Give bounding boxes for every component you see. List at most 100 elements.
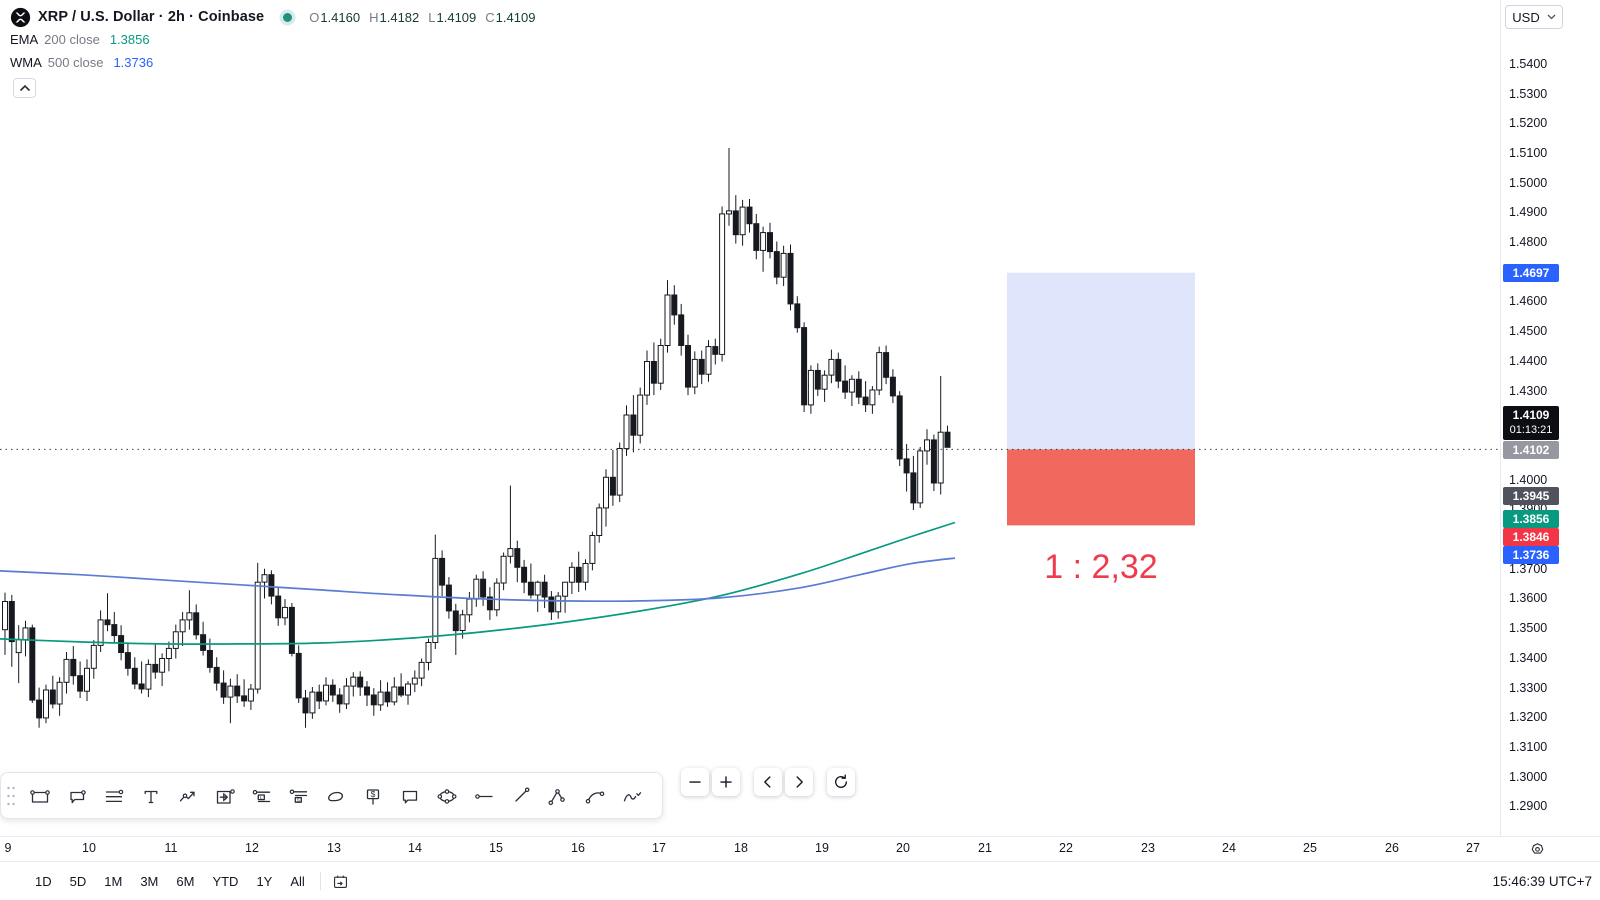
tool-long-position[interactable]: L (243, 777, 280, 815)
svg-text:S: S (296, 797, 299, 802)
ema-200-line (0, 521, 956, 645)
range-button-1d[interactable]: 1D (35, 873, 52, 889)
target-price-label: 1.4697 (1503, 264, 1559, 282)
clock[interactable]: 15:46:39 UTC+7 (1492, 873, 1592, 889)
time-tick: 14 (408, 841, 422, 855)
price-tick: 1.5300 (1509, 87, 1548, 101)
price-tick: 1.3400 (1509, 651, 1548, 665)
range-button-3m[interactable]: 3M (140, 873, 159, 889)
price-tick: 1.2900 (1509, 799, 1548, 813)
tool-rounded-shape[interactable] (317, 777, 354, 815)
price-tick: 1.4400 (1509, 354, 1548, 368)
zoom-in-button[interactable] (712, 768, 740, 796)
range-button-6m[interactable]: 6M (176, 873, 195, 889)
axis-settings-icon[interactable] (1528, 840, 1547, 859)
tool-comment[interactable] (391, 777, 428, 815)
market-status-dot[interactable] (283, 12, 293, 22)
range-button-1m[interactable]: 1M (104, 873, 123, 889)
price-label-icon: $ (366, 789, 379, 805)
go-to-date-button[interactable] (329, 869, 353, 893)
drag-dots-icon (7, 786, 15, 805)
range-button-1y[interactable]: 1Y (256, 873, 273, 889)
tool-brush[interactable] (613, 777, 650, 815)
date-range-buttons: 1D 5D 1M 3M 6M YTD 1Y All (0, 871, 312, 892)
time-tick: 26 (1385, 841, 1399, 855)
tool-ellipse[interactable] (428, 777, 465, 815)
scroll-left-icon (764, 776, 771, 788)
level-price-label: 1.3945 (1503, 487, 1559, 505)
scroll-right-button[interactable] (785, 768, 813, 796)
ohlc-values: O1.4160 H1.4182 L1.4109 C1.4109 (309, 9, 536, 25)
price-tick: 1.4900 (1509, 205, 1548, 219)
horizontal-ray-icon (474, 793, 493, 799)
tool-polyline-arrow[interactable] (169, 777, 206, 815)
tool-short-position[interactable]: S (280, 777, 317, 815)
close-value: 1.4109 (495, 9, 536, 25)
time-tick: 15 (489, 841, 503, 855)
symbol-title[interactable]: XRP / U.S. Dollar · 2h · Coinbase (38, 9, 265, 25)
wma-value: 1.3736 (113, 55, 154, 70)
brush-icon (623, 791, 641, 801)
tool-fib-retracement[interactable] (95, 777, 132, 815)
indicator-row-ema[interactable]: EMA 200 close 1.3856 (10, 32, 150, 47)
tool-price-label[interactable]: $ (354, 777, 391, 815)
price-tick: 1.3100 (1509, 740, 1548, 754)
price-tick: 1.5400 (1509, 57, 1548, 71)
time-tick: 21 (978, 841, 992, 855)
currency-selector-button[interactable]: USD (1505, 5, 1563, 29)
tool-text[interactable] (132, 777, 169, 815)
text-icon (144, 790, 157, 803)
tool-trend-line[interactable] (502, 777, 539, 815)
ema-price-label: 1.3856 (1503, 510, 1559, 528)
profit-zone (1007, 272, 1195, 450)
price-tick: 1.4000 (1509, 473, 1548, 487)
chart-legend: XRP / U.S. Dollar · 2h · Coinbase O1.416… (10, 6, 536, 98)
ellipse-icon (437, 788, 457, 804)
time-tick: 12 (245, 841, 259, 855)
chart-pane[interactable]: 1 : 2,32 XRP / U.S. Dollar · 2h · Coinba… (0, 0, 1500, 836)
price-tick: 1.5000 (1509, 176, 1548, 190)
loss-zone (1007, 449, 1195, 526)
range-button-all[interactable]: All (290, 873, 305, 889)
tool-date-price-range[interactable] (206, 777, 243, 815)
time-axis[interactable]: 9 10 11 12 13 14 15 16 17 18 19 20 21 22 23 24 25 26 27 (0, 836, 1600, 861)
entry-price-label: 1.4102 (1503, 441, 1559, 459)
price-tick: 1.3700 (1509, 562, 1548, 576)
tool-triangle-pattern[interactable] (539, 777, 576, 815)
zoom-out-button[interactable] (681, 768, 709, 796)
price-axis[interactable]: USD 1.5400 1.5300 1.5200 1.5100 1.5000 1.4900… (1500, 0, 1600, 836)
fib-retracement-icon (105, 789, 123, 802)
open-value: 1.4160 (320, 9, 361, 25)
price-tick: 1.3300 (1509, 681, 1548, 695)
price-tick: 1.3600 (1509, 591, 1548, 605)
range-button-5d[interactable]: 5D (69, 873, 87, 889)
time-tick: 9 (4, 841, 12, 855)
tool-callout[interactable] (58, 777, 95, 815)
tool-curve[interactable] (576, 777, 613, 815)
low-value: 1.4109 (436, 9, 477, 25)
high-value: 1.4182 (379, 9, 420, 25)
callout-icon (69, 789, 86, 803)
polyline-arrow-icon (179, 791, 195, 801)
reset-chart-button[interactable] (827, 768, 855, 796)
reset-chart-icon (835, 774, 848, 788)
scroll-left-button[interactable] (754, 768, 782, 796)
tool-rectangle[interactable] (21, 777, 58, 815)
chart-nav-controls (681, 768, 855, 796)
toolbar-drag-handle[interactable] (1, 781, 21, 811)
scroll-right-icon (796, 776, 803, 788)
date-price-range-icon (216, 788, 235, 804)
long-position-icon: L (252, 789, 270, 802)
short-position-icon: S (289, 789, 307, 803)
last-price-label: 1.4109 01:13:21 (1503, 406, 1559, 440)
calendar-icon (334, 875, 348, 888)
rounded-shape-icon (327, 791, 343, 801)
time-tick: 11 (164, 841, 178, 855)
legend-collapse-button[interactable] (13, 78, 36, 98)
price-tick: 1.5200 (1509, 116, 1548, 130)
indicator-row-wma[interactable]: WMA 500 close 1.3736 (10, 55, 154, 70)
range-button-ytd[interactable]: YTD (212, 873, 239, 889)
triangle-pattern-icon (548, 788, 565, 805)
tool-horizontal-ray[interactable] (465, 777, 502, 815)
